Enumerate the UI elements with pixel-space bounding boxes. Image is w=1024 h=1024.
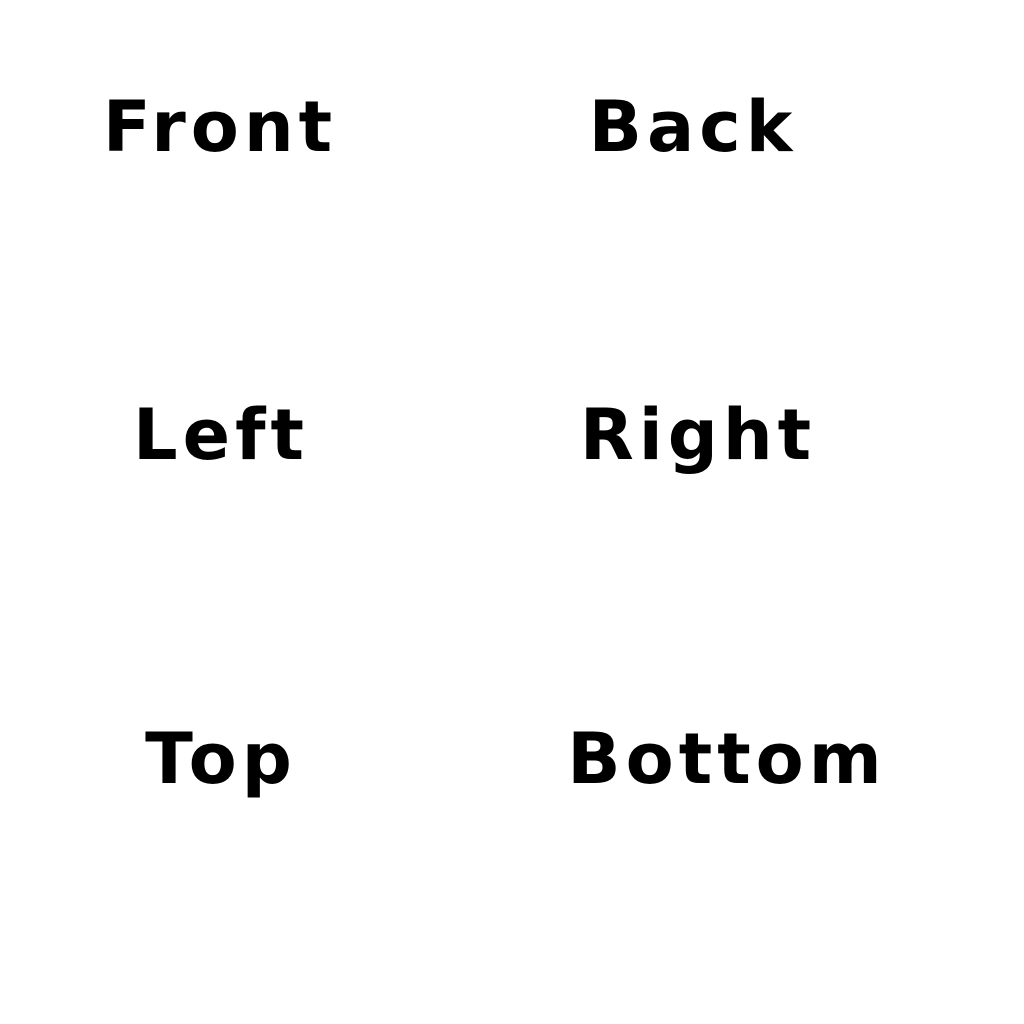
right-label: Right	[579, 394, 817, 476]
bottom-label: Bottom	[567, 718, 887, 800]
left-label: Left	[133, 394, 309, 476]
front-label: Front	[102, 86, 338, 168]
back-label: Back	[588, 86, 798, 168]
top-label: Top	[145, 718, 297, 800]
